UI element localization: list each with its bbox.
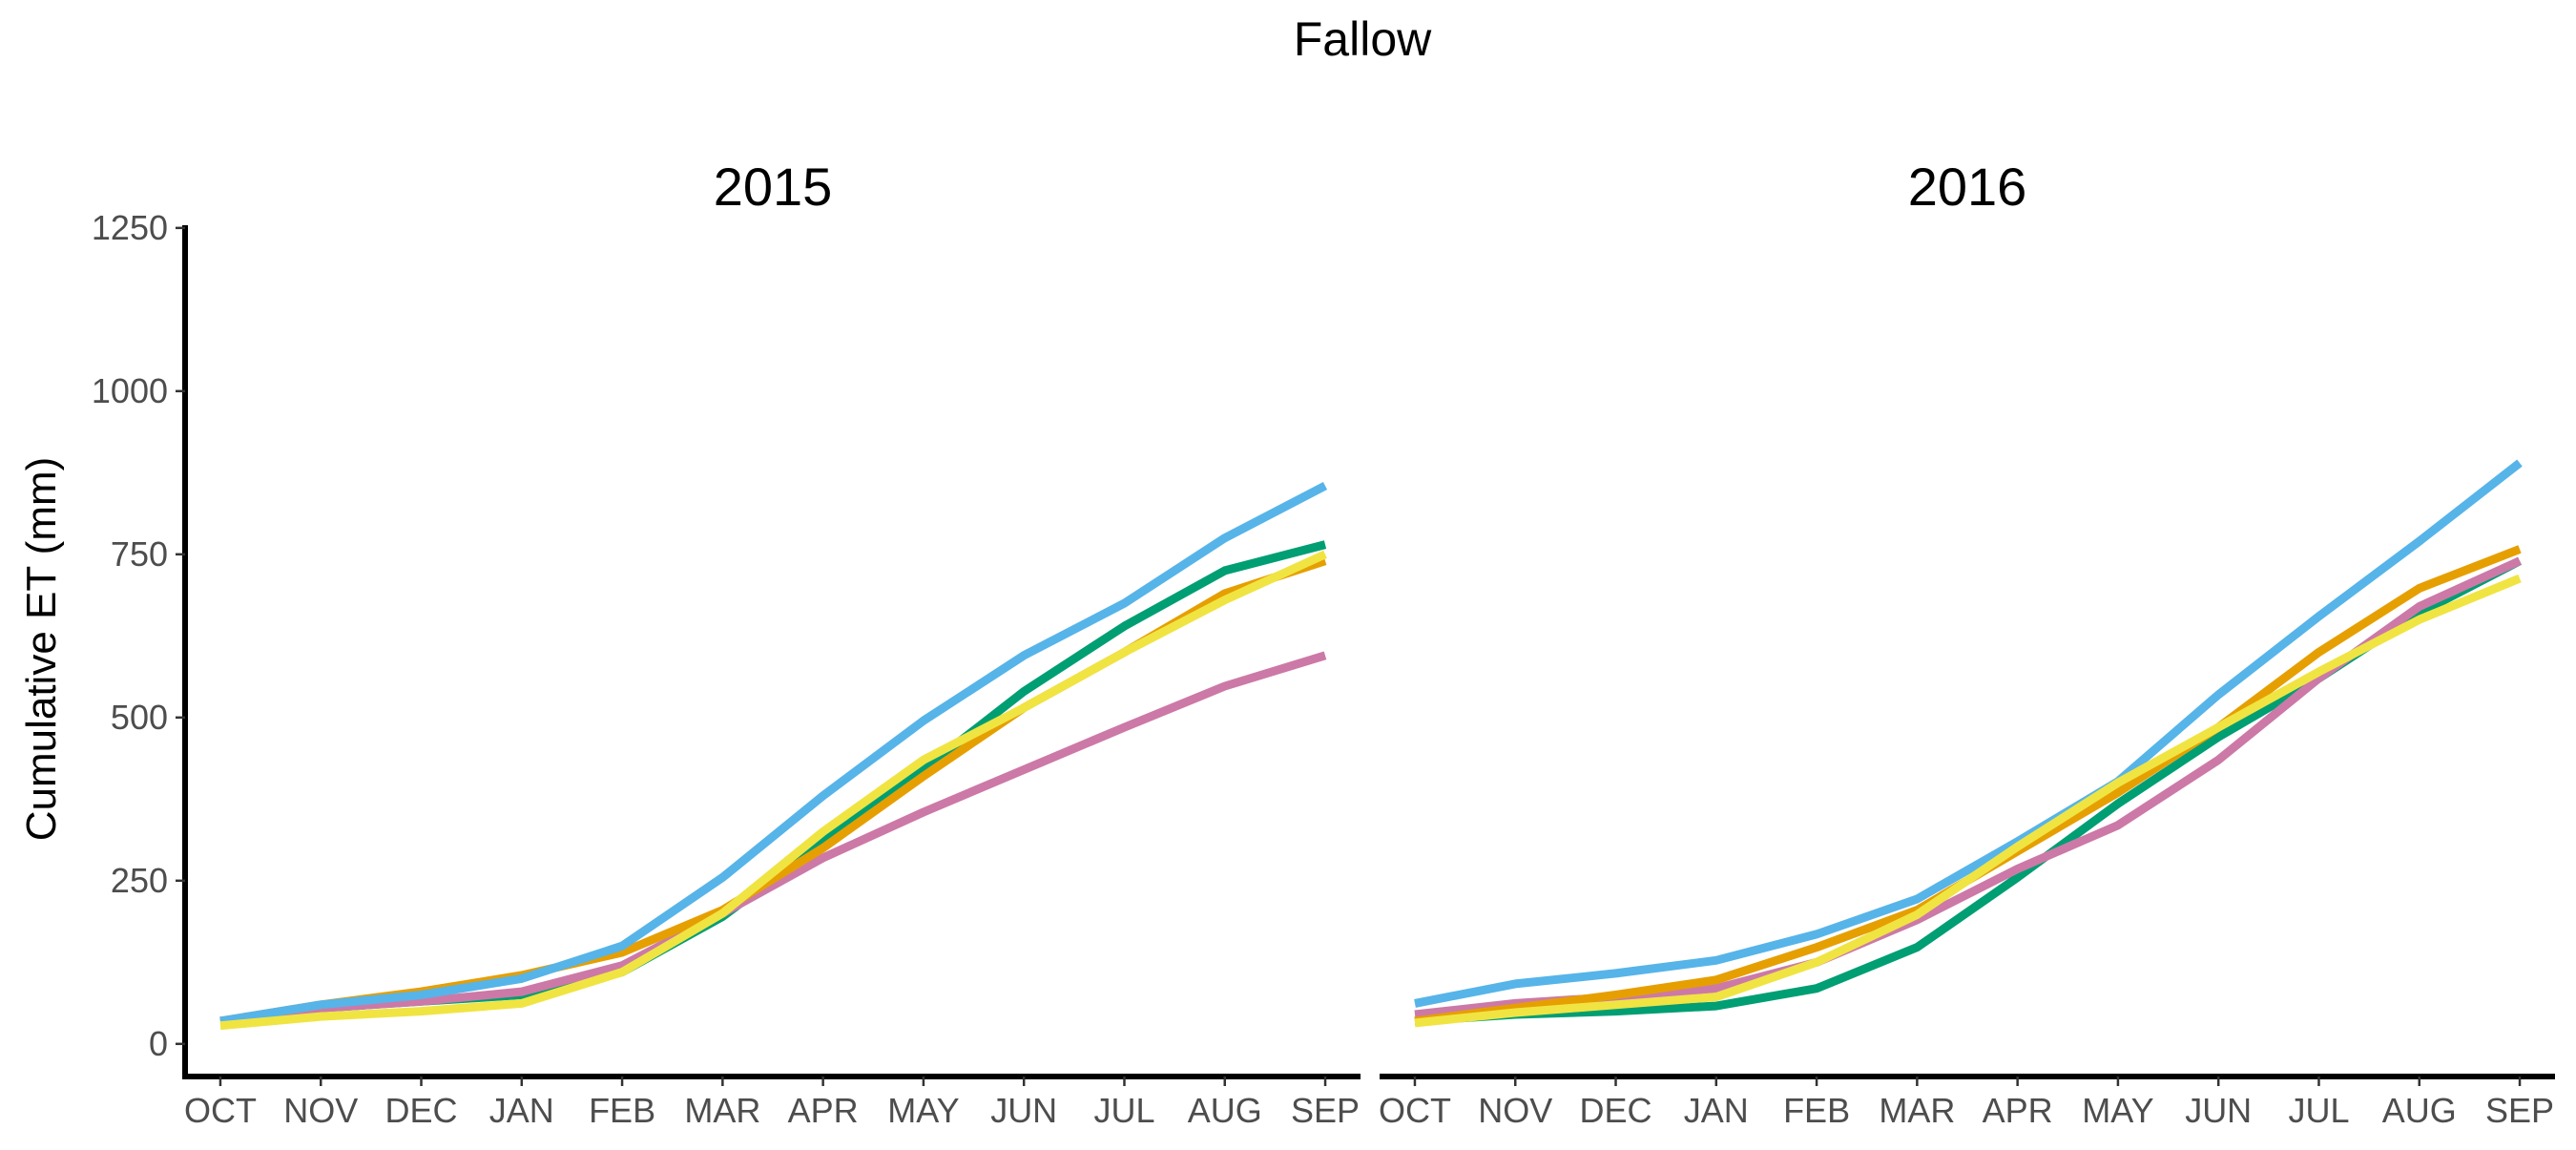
- panel-2015: 2015 OCT NOV DEC JAN FEB MAR APR MAY JUN JUL AUG SEP…: [92, 157, 1361, 1130]
- series-line-4: [1414, 459, 2523, 1008]
- y-axis-title: Cumulative ET (mm): [18, 457, 65, 842]
- x-tick-label: FEB: [589, 1091, 655, 1130]
- y-tick-label: 500: [111, 698, 168, 737]
- series-line-4: [219, 482, 1328, 1026]
- x-tick-label: MAY: [887, 1091, 959, 1130]
- series-line-5: [219, 550, 1327, 1031]
- x-tick-label: APR: [1983, 1091, 2053, 1130]
- x-tick-label: JUN: [990, 1091, 1057, 1130]
- x-tick-label: JAN: [1684, 1091, 1749, 1130]
- x-tick-label: MAY: [2082, 1091, 2153, 1130]
- y-tick-label: 750: [111, 534, 168, 574]
- panel-title: 2016: [1908, 157, 2027, 217]
- series-line-1: [219, 540, 1327, 1026]
- x-tick-label: JUL: [1093, 1091, 1154, 1130]
- y-tick-label: 0: [149, 1024, 168, 1063]
- panel-title: 2015: [714, 157, 833, 217]
- series-line-2: [219, 651, 1327, 1026]
- x-tick-label: SEP: [2485, 1091, 2554, 1130]
- x-tick-label: MAR: [684, 1091, 760, 1130]
- series-line-3: [1414, 545, 2522, 1026]
- x-tick-label: JUL: [2288, 1091, 2349, 1130]
- chart-title: Fallow: [1294, 12, 1432, 66]
- y-tick-label: 250: [111, 861, 168, 900]
- x-tick-label: NOV: [1478, 1091, 1552, 1130]
- x-tick-label: OCT: [184, 1091, 257, 1130]
- x-tick-label: MAR: [1879, 1091, 1955, 1130]
- y-tick-label: 1250: [92, 208, 168, 247]
- x-tick-label: JAN: [489, 1091, 554, 1130]
- series-line-5: [1414, 574, 2522, 1028]
- x-tick-label: DEC: [1580, 1091, 1652, 1130]
- x-tick-label: AUG: [2382, 1091, 2457, 1130]
- x-tick-label: NOV: [283, 1091, 358, 1130]
- panel-2016: 2016 OCT NOV DEC JAN FEB MAR APR MAY JUN JUL AUG SEP: [1379, 157, 2555, 1130]
- y-tick-label: 1000: [92, 371, 168, 410]
- x-tick-label: OCT: [1379, 1091, 1451, 1130]
- panels-group: 2015 OCT NOV DEC JAN FEB MAR APR MAY JUN JUL AUG SEP…: [92, 157, 2555, 1130]
- x-tick-label: SEP: [1291, 1091, 1360, 1130]
- x-tick-label: APR: [788, 1091, 859, 1130]
- x-tick-label: DEC: [385, 1091, 458, 1130]
- x-tick-label: AUG: [1188, 1091, 1262, 1130]
- x-tick-label: FEB: [1783, 1091, 1850, 1130]
- x-tick-label: JUN: [2185, 1091, 2252, 1130]
